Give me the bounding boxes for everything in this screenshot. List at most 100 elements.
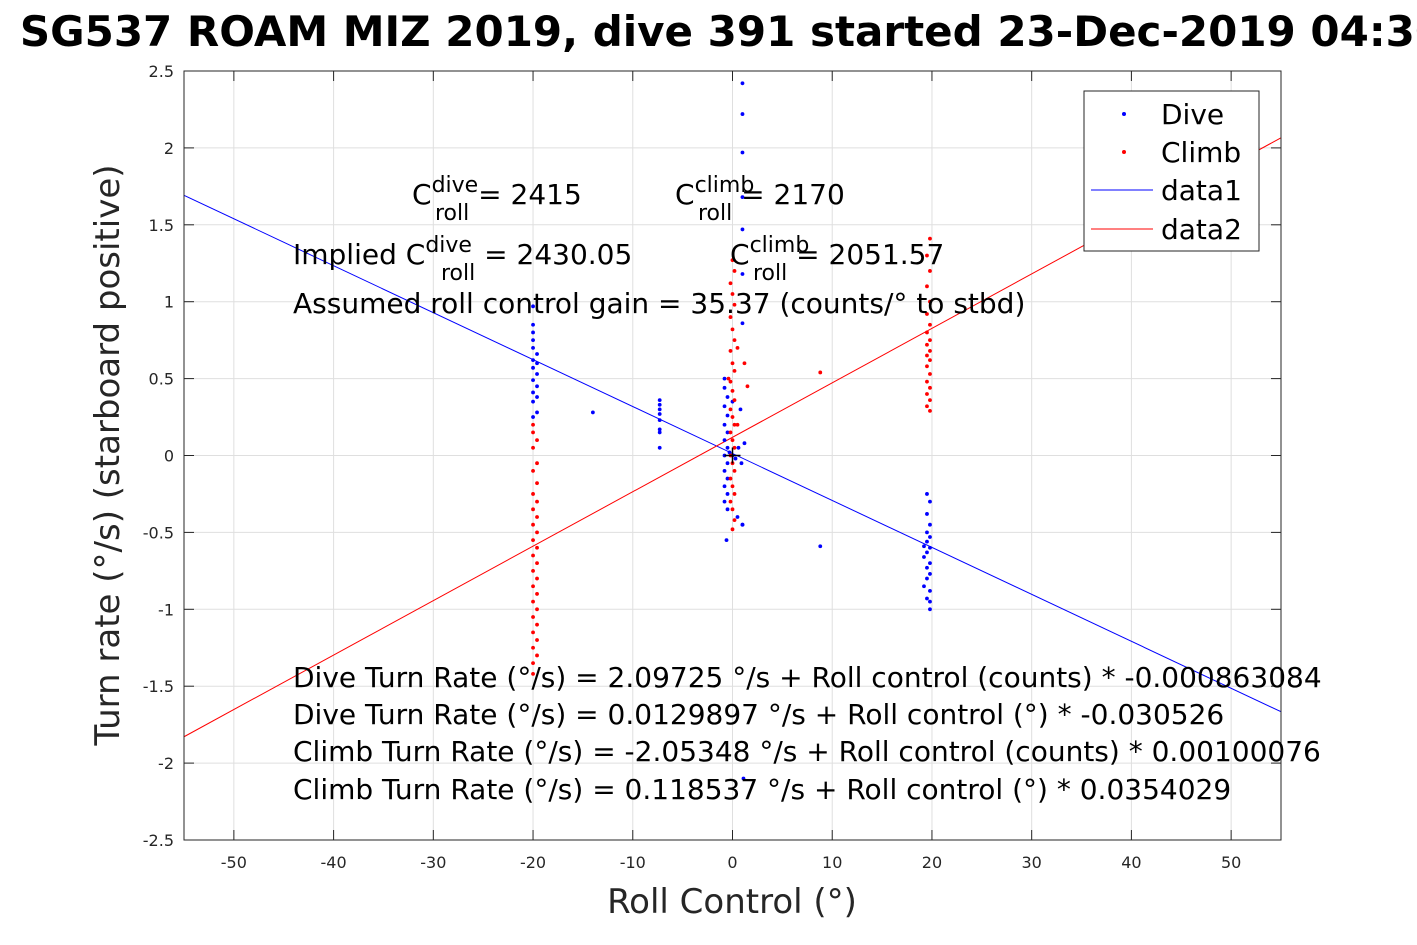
legend-climb-label: Climb bbox=[1161, 136, 1241, 169]
climb-point bbox=[925, 379, 929, 384]
climb-point bbox=[928, 385, 932, 390]
dive-point bbox=[535, 395, 539, 399]
y-tick-label: 0.5 bbox=[149, 370, 174, 389]
climb-point bbox=[531, 430, 535, 435]
dive-point bbox=[531, 365, 535, 370]
climb-point bbox=[535, 499, 539, 504]
climb-point bbox=[531, 422, 535, 427]
climb-point bbox=[732, 492, 737, 496]
dive-point bbox=[928, 607, 932, 612]
dive-point bbox=[740, 81, 745, 86]
climb-point bbox=[730, 292, 735, 296]
y-axis-label: Turn rate (°/s) (starboard positive) bbox=[88, 164, 128, 746]
y-tick-label: -2 bbox=[158, 754, 174, 773]
implied-climb-sup: climb bbox=[750, 233, 810, 258]
legend-data1-label: data1 bbox=[1161, 174, 1242, 207]
climb-point bbox=[732, 269, 737, 273]
climb-point bbox=[531, 645, 535, 650]
dive-point bbox=[722, 499, 727, 504]
c-dive-sub: roll bbox=[435, 201, 469, 226]
climb-point bbox=[732, 468, 737, 473]
climb-point bbox=[535, 461, 539, 466]
x-tick-label: 10 bbox=[822, 853, 842, 872]
dive-point bbox=[925, 539, 929, 544]
climb-point bbox=[535, 561, 539, 566]
legend: Dive Climb data1 data2 bbox=[1083, 90, 1260, 252]
dive-point bbox=[531, 415, 535, 419]
dive-point bbox=[725, 430, 730, 435]
climb-point bbox=[728, 315, 733, 319]
legend-climb-marker bbox=[1122, 150, 1126, 154]
climb-point bbox=[928, 299, 932, 304]
dive-point bbox=[928, 588, 932, 593]
climb-point bbox=[531, 553, 535, 558]
climb-point bbox=[730, 527, 735, 532]
climb-point bbox=[535, 481, 539, 486]
x-tick-label: 20 bbox=[922, 853, 942, 872]
climb-point bbox=[925, 284, 929, 289]
climb-point bbox=[818, 370, 823, 375]
climb-point bbox=[531, 538, 535, 542]
legend-data2-label: data2 bbox=[1161, 213, 1242, 246]
climb-point bbox=[732, 422, 737, 427]
dive-point bbox=[925, 530, 929, 535]
equation-dive-counts: Dive Turn Rate (°/s) = 2.09725 °/s + Rol… bbox=[293, 661, 1322, 694]
dive-point bbox=[733, 456, 738, 461]
climb-point bbox=[742, 361, 747, 366]
dive-point bbox=[535, 384, 539, 389]
dive-point bbox=[531, 378, 535, 383]
implied-climb-annotation: Cclimb roll = 2051.57 bbox=[730, 233, 944, 286]
dive-point bbox=[657, 412, 662, 416]
climb-point bbox=[925, 364, 929, 369]
dive-point bbox=[740, 272, 745, 276]
dive-point bbox=[722, 422, 727, 427]
x-tick-label: -40 bbox=[321, 853, 347, 872]
y-tick-label: 1 bbox=[164, 293, 174, 312]
dive-point bbox=[736, 445, 741, 450]
c-dive-sup: dive bbox=[432, 173, 479, 198]
dive-point bbox=[928, 572, 932, 576]
climb-point bbox=[535, 653, 539, 658]
dive-point bbox=[928, 499, 932, 504]
climb-point bbox=[735, 345, 740, 350]
climb-point bbox=[925, 404, 929, 409]
equation-climb-counts: Climb Turn Rate (°/s) = -2.05348 °/s + R… bbox=[293, 735, 1321, 768]
implied-dive-sub: roll bbox=[441, 261, 475, 286]
climb-point bbox=[531, 507, 535, 512]
climb-point bbox=[925, 330, 929, 335]
climb-point bbox=[535, 638, 539, 642]
c-dive-letter: C bbox=[412, 178, 432, 211]
y-tick-label: -2.5 bbox=[143, 831, 174, 850]
dive-point bbox=[928, 545, 932, 550]
y-tick-labels: -2.5 -2 -1.5 -1 -0.5 0 0.5 1 1.5 2 2.5 bbox=[143, 62, 174, 850]
c-dive-value: = 2415 bbox=[469, 178, 582, 211]
dive-point bbox=[727, 450, 732, 455]
implied-dive-value: = 2430.05 bbox=[475, 238, 632, 271]
climb-point bbox=[535, 545, 539, 550]
climb-point bbox=[928, 236, 932, 241]
dive-point bbox=[725, 413, 730, 418]
dive-point bbox=[738, 407, 743, 412]
climb-point bbox=[928, 408, 932, 413]
dive-point bbox=[531, 330, 535, 335]
dive-point bbox=[657, 402, 662, 407]
climb-point bbox=[531, 615, 535, 619]
climb-point bbox=[730, 327, 735, 332]
climb-point bbox=[535, 622, 539, 627]
dive-point bbox=[818, 544, 823, 549]
dive-point bbox=[531, 358, 535, 363]
climb-point bbox=[531, 661, 535, 666]
dive-point bbox=[725, 507, 730, 512]
implied-dive-prefix: Implied C bbox=[293, 238, 425, 271]
climb-point bbox=[732, 338, 737, 343]
climb-point bbox=[735, 422, 740, 427]
climb-point bbox=[732, 369, 737, 373]
dive-point bbox=[657, 430, 662, 435]
climb-point bbox=[730, 389, 735, 393]
dive-point bbox=[925, 550, 929, 555]
implied-dive-sup: dive bbox=[425, 233, 472, 258]
climb-point bbox=[925, 312, 929, 316]
x-tick-label: 50 bbox=[1221, 853, 1241, 872]
dive-point bbox=[740, 195, 745, 200]
